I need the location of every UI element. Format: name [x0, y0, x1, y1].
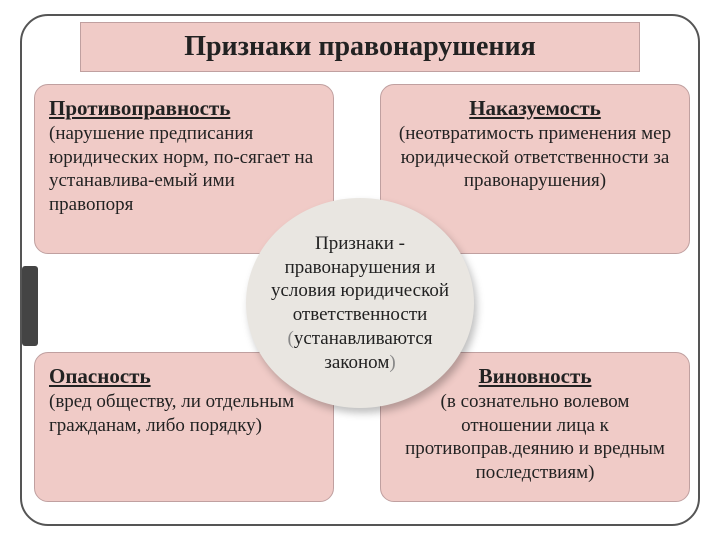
card-heading: Наказуемость	[469, 96, 601, 120]
card-body: (вред обществу, ли отдельным гражданам, …	[49, 391, 294, 436]
card-heading: Опасность	[49, 364, 151, 388]
sidebar-accent	[22, 266, 38, 346]
page-title: Признаки правонарушения	[184, 31, 536, 63]
card-body: (в сознательно волевом отношении лица к …	[405, 391, 665, 483]
center-line: устанавливаются законом	[294, 328, 433, 373]
card-body: (неотвратимость применения мер юридическ…	[399, 123, 671, 192]
card-heading: Виновность	[479, 364, 592, 388]
paren-close: )	[389, 352, 395, 373]
center-oval: Признаки - правонарушения и условия юрид…	[246, 198, 474, 408]
center-line: Признаки -	[315, 233, 405, 254]
center-line: правонарушения и условия юридической отв…	[271, 257, 449, 326]
card-heading: Противоправность	[49, 96, 230, 120]
title-bar: Признаки правонарушения	[80, 22, 640, 72]
card-body: (нарушение предписания юридических норм,…	[49, 123, 313, 215]
